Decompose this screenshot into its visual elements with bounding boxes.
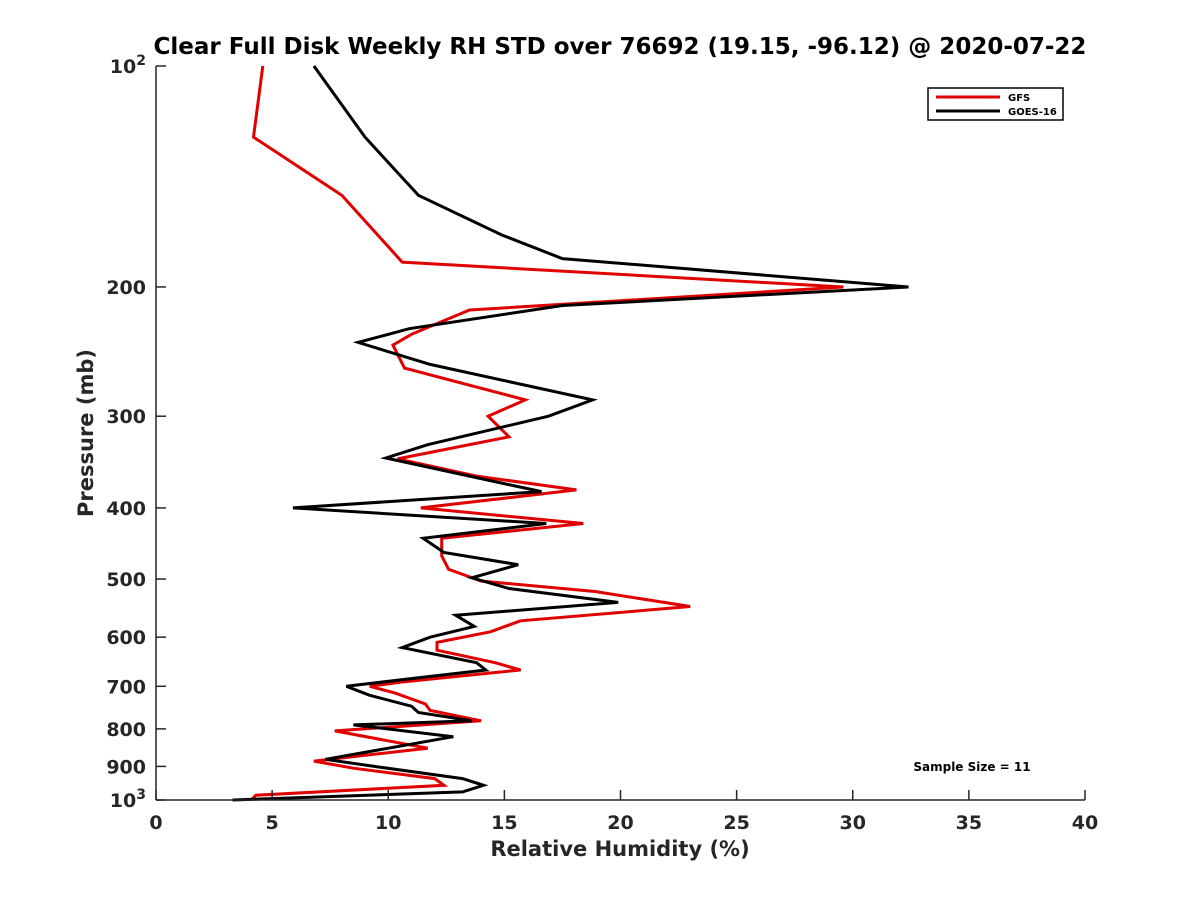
- legend-label-gfs: GFS: [1008, 93, 1030, 104]
- legend-box: [927, 87, 1064, 121]
- x-tick-label: 0: [149, 812, 162, 834]
- series-layer: [232, 65, 909, 802]
- x-tick-label: 20: [607, 812, 633, 834]
- legend: GFS GOES-16: [927, 87, 1064, 121]
- y-axis-label: Pressure (mb): [74, 349, 98, 517]
- x-tick-label: 35: [956, 812, 982, 834]
- axes-layer: 0 5 10 15 20 25 30 35 40 102 200 300 400 500 600 700 800…: [106, 53, 1098, 834]
- x-axis-label: Relative Humidity (%): [490, 837, 749, 861]
- x-tick-label: 5: [266, 812, 279, 834]
- legend-label-goes-16: GOES-16: [1008, 107, 1057, 118]
- chart-title: Clear Full Disk Weekly RH STD over 76692…: [154, 34, 1087, 60]
- plot-background: [156, 66, 1085, 800]
- x-tick-label: 10: [375, 812, 401, 834]
- y-tick-label: 300: [106, 406, 146, 428]
- x-tick-label: 40: [1072, 812, 1098, 834]
- y-tick-label: 102: [110, 53, 146, 78]
- y-tick-label: 200: [106, 277, 146, 299]
- plot-area: [156, 66, 1085, 800]
- y-tick-label: 800: [106, 719, 146, 741]
- x-tick-label: 25: [723, 812, 749, 834]
- series-line-gfs: [250, 65, 844, 802]
- y-tick-label: 900: [106, 756, 146, 778]
- y-tick-label: 103: [110, 787, 146, 812]
- y-tick-label: 500: [106, 569, 146, 591]
- y-tick-label: 400: [106, 498, 146, 520]
- y-tick-label: 600: [106, 627, 146, 649]
- x-tick-label: 30: [840, 812, 866, 834]
- series-line-goes-16: [232, 65, 909, 802]
- x-tick-label: 15: [491, 812, 517, 834]
- sample-size-annotation: Sample Size = 11: [913, 760, 1030, 774]
- y-tick-label: 700: [106, 676, 146, 698]
